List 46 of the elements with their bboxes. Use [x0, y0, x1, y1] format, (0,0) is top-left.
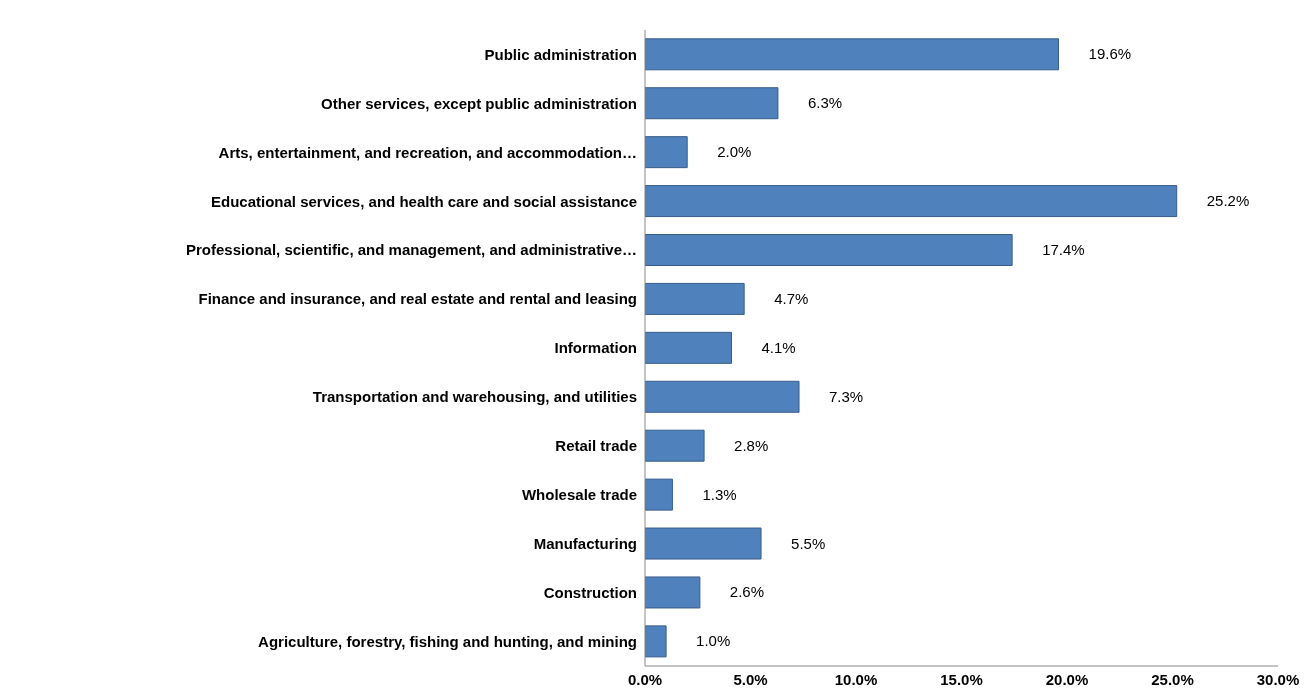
bar: [645, 87, 779, 120]
data-label: 5.5%: [791, 534, 826, 552]
data-label: 19.6%: [1088, 45, 1132, 63]
data-label: 4.1%: [761, 338, 796, 356]
data-label: 2.0%: [717, 143, 752, 161]
y-tick-label: Construction: [543, 583, 637, 601]
data-label: 1.3%: [702, 485, 737, 503]
y-tick-label: Retail trade: [555, 437, 637, 455]
bar: [645, 331, 733, 364]
y-tick-label: Agriculture, forestry, fishing and hunting, and mining: [258, 632, 637, 650]
x-tick-label: 15.0%: [940, 670, 983, 688]
y-tick-label: Other services, except public administration: [321, 94, 637, 112]
x-tick-label: 20.0%: [1045, 670, 1089, 688]
x-tick-label: 25.0%: [1151, 670, 1194, 688]
bar: [645, 429, 705, 462]
bar: [645, 282, 745, 315]
bar: [645, 380, 800, 413]
x-tick-label: 5.0%: [733, 670, 768, 688]
bar: [645, 576, 701, 609]
data-label: 6.3%: [807, 94, 843, 112]
y-tick-label: Wholesale trade: [521, 486, 637, 504]
bar: [645, 527, 762, 560]
data-label: 1.0%: [696, 632, 731, 650]
y-tick-label: Finance and insurance, and real estate and rental and leasing: [198, 290, 637, 308]
y-tick-label: Transportation and warehousing, and utilities: [312, 388, 637, 406]
data-label: 2.6%: [729, 583, 765, 601]
data-label: 17.4%: [1042, 241, 1085, 258]
data-label: 25.2%: [1206, 192, 1250, 210]
data-label: 4.7%: [774, 289, 809, 307]
y-tick-label: Educational services, and health care and social assistance: [210, 192, 637, 210]
data-label: 2.8%: [734, 436, 769, 454]
y-tick-label: Arts, entertainment, and recreation, and accommodation…: [218, 143, 637, 161]
data-label: 7.3%: [829, 387, 864, 405]
bar: [645, 136, 688, 169]
y-tick-label: Information: [554, 339, 637, 357]
y-tick-label: Public administration: [484, 45, 637, 63]
bar: [645, 234, 1013, 266]
y-tick-label: Professional, scientific, and management, and administrative…: [186, 241, 637, 259]
x-tick-label: 0.0%: [627, 670, 663, 688]
x-tick-label: 10.0%: [834, 670, 878, 688]
bar: [645, 625, 667, 658]
bar: [645, 38, 1060, 71]
y-tick-label: Manufacturing: [533, 535, 637, 553]
x-tick-label: 30.0%: [1256, 670, 1300, 688]
bar: [645, 185, 1178, 218]
bar: [645, 478, 673, 511]
